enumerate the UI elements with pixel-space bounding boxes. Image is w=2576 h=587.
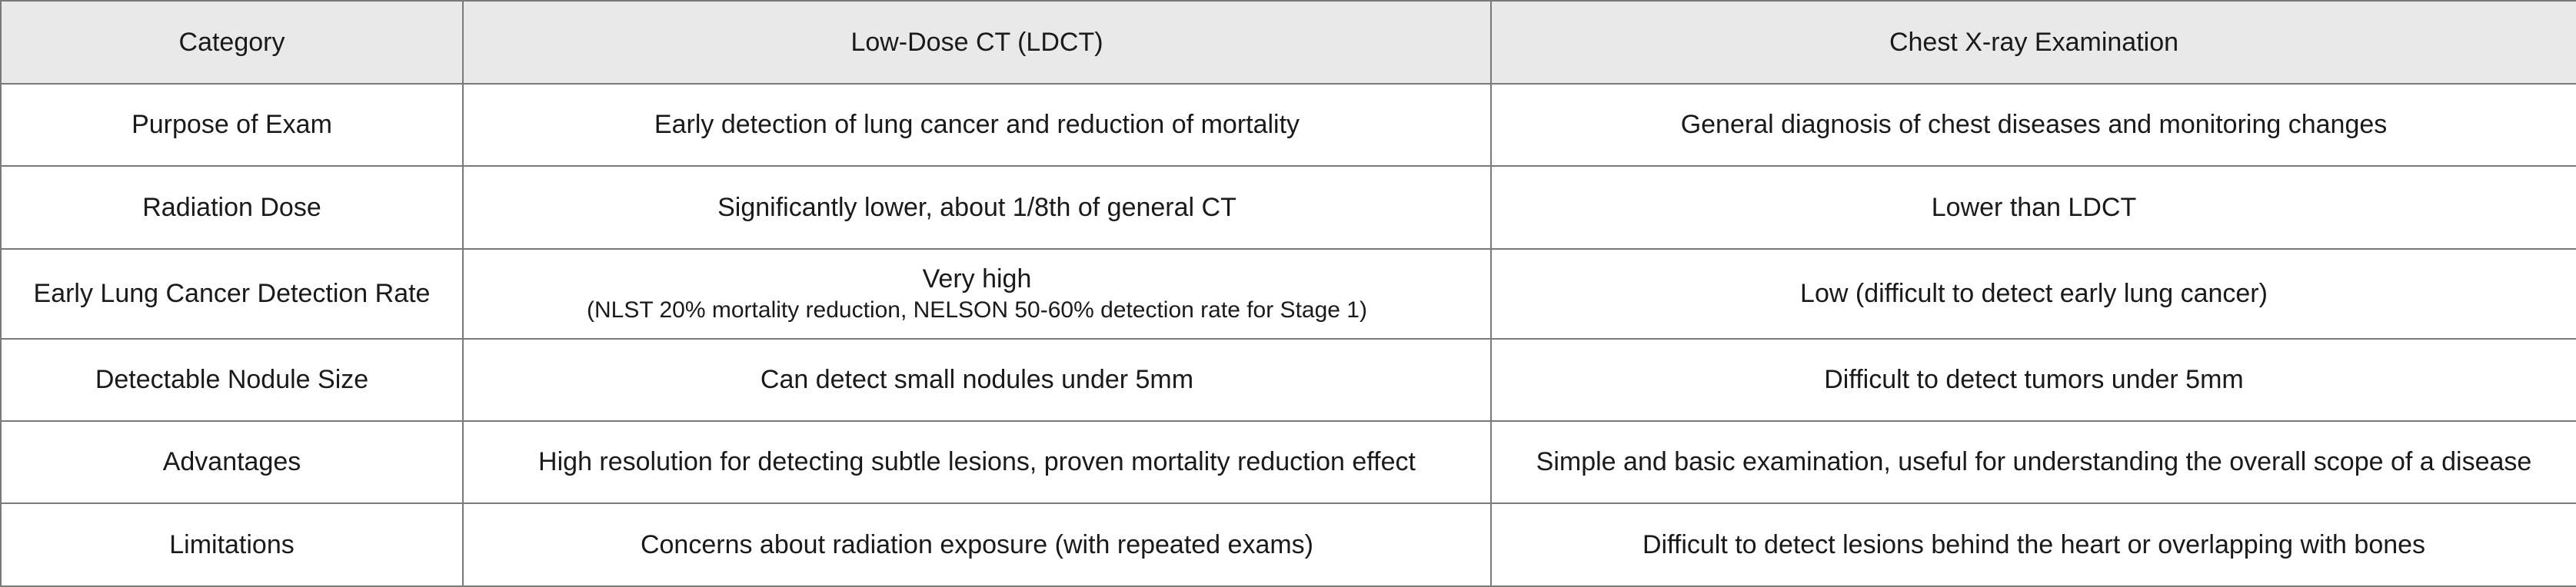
row-category: Early Lung Cancer Detection Rate (0, 247, 464, 340)
row-ldct-value: Early detection of lung cancer and reduc… (462, 82, 1492, 167)
row-category: Purpose of Exam (0, 82, 464, 167)
row-category: Radiation Dose (0, 165, 464, 250)
row-category: Limitations (0, 502, 464, 587)
table-row: Early Lung Cancer Detection Rate Very hi… (0, 247, 2576, 340)
header-ldct: Low-Dose CT (LDCT) (462, 0, 1492, 85)
row-category: Detectable Nodule Size (0, 337, 464, 422)
table-row: Detectable Nodule Size Can detect small … (0, 337, 2576, 422)
table-row: Radiation Dose Significantly lower, abou… (0, 165, 2576, 250)
row-xray-value: General diagnosis of chest diseases and … (1490, 82, 2576, 167)
header-row: Category Low-Dose CT (LDCT) Chest X-ray … (0, 0, 2576, 85)
ldct-main-text: Very high (922, 264, 1032, 294)
row-ldct-value: Significantly lower, about 1/8th of gene… (462, 165, 1492, 250)
row-category: Advantages (0, 420, 464, 505)
table-body: Purpose of Exam Early detection of lung … (0, 82, 2576, 587)
row-xray-value: Low (difficult to detect early lung canc… (1490, 247, 2576, 340)
row-xray-value: Difficult to detect tumors under 5mm (1490, 337, 2576, 422)
row-ldct-value: High resolution for detecting subtle les… (462, 420, 1492, 505)
row-xray-value: Difficult to detect lesions behind the h… (1490, 502, 2576, 587)
table-row: Advantages High resolution for detecting… (0, 420, 2576, 505)
row-ldct-value: Very high (NLST 20% mortality reduction,… (462, 247, 1492, 340)
row-xray-value: Lower than LDCT (1490, 165, 2576, 250)
row-xray-value: Simple and basic examination, useful for… (1490, 420, 2576, 505)
table-header: Category Low-Dose CT (LDCT) Chest X-ray … (0, 0, 2576, 85)
table-row: Limitations Concerns about radiation exp… (0, 502, 2576, 587)
ldct-footnote: (NLST 20% mortality reduction, NELSON 50… (587, 297, 1367, 323)
table-row: Purpose of Exam Early detection of lung … (0, 82, 2576, 167)
header-xray: Chest X-ray Examination (1490, 0, 2576, 85)
header-category: Category (0, 0, 464, 85)
row-ldct-value: Concerns about radiation exposure (with … (462, 502, 1492, 587)
row-ldct-value: Can detect small nodules under 5mm (462, 337, 1492, 422)
